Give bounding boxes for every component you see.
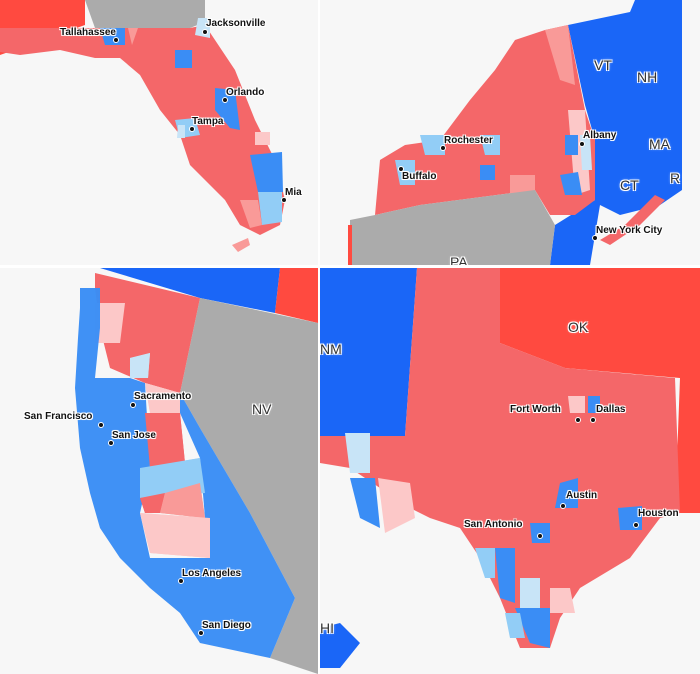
california-map	[75, 268, 318, 674]
city-label-jacksonville: Jacksonville	[206, 18, 266, 29]
city-dot-tampa	[189, 126, 195, 132]
state-label-pa: PA	[450, 254, 468, 265]
florida-map	[0, 0, 285, 252]
city-dot-fort-worth	[575, 417, 581, 423]
city-label-tallahassee: Tallahassee	[60, 27, 116, 38]
city-label-fort-worth: Fort Worth	[510, 404, 561, 415]
city-dot-rochester	[440, 145, 446, 151]
city-dot-sacramento	[130, 402, 136, 408]
state-label-ct: CT	[620, 177, 639, 193]
florida-map-panel: Tallahassee Jacksonville Orlando Tampa M…	[0, 0, 318, 265]
state-label-ma: MA	[649, 136, 670, 152]
city-dot-houston	[633, 522, 639, 528]
state-label-nm: NM	[320, 341, 342, 357]
state-label-nh: NH	[637, 69, 658, 85]
city-label-rochester: Rochester	[444, 135, 493, 146]
city-dot-miami	[281, 197, 287, 203]
city-dot-los-angeles	[178, 578, 184, 584]
city-label-austin: Austin	[566, 490, 598, 501]
city-dot-san-jose	[108, 440, 114, 446]
city-label-san-antonio: San Antonio	[464, 519, 523, 530]
city-label-san-jose: San Jose	[112, 430, 156, 441]
city-dot-buffalo	[398, 166, 404, 172]
city-label-miami: Mia	[285, 187, 302, 198]
city-dot-san-francisco	[98, 422, 104, 428]
new-york-map-panel: VT NH MA CT R PA Rochester Albany Buffal…	[320, 0, 700, 265]
city-dot-dallas	[590, 417, 596, 423]
city-label-san-diego: San Diego	[202, 620, 251, 631]
texas-map-panel: OK NM HI Fort Worth Dallas Austin San An…	[320, 268, 700, 674]
city-dot-albany	[579, 141, 585, 147]
city-label-tampa: Tampa	[192, 116, 224, 127]
city-label-sacramento: Sacramento	[134, 391, 192, 402]
city-label-albany: Albany	[583, 130, 617, 141]
state-label-vt: VT	[594, 57, 612, 73]
city-label-houston: Houston	[638, 508, 679, 519]
city-label-orlando: Orlando	[226, 87, 265, 98]
city-dot-tallahassee	[113, 37, 119, 43]
new-york-map	[348, 0, 682, 265]
city-label-san-francisco: San Francisco	[24, 411, 93, 422]
state-label-ri: R	[670, 170, 681, 186]
city-dot-orlando	[222, 97, 228, 103]
city-dot-san-antonio	[537, 533, 543, 539]
city-label-los-angeles: Los Angeles	[182, 568, 242, 579]
state-label-nv: NV	[252, 401, 272, 417]
city-dot-austin	[560, 503, 566, 509]
state-label-ok: OK	[568, 319, 589, 335]
city-dot-jacksonville	[202, 29, 208, 35]
california-map-panel: NV Sacramento San Francisco San Jose Los…	[0, 268, 318, 674]
city-label-buffalo: Buffalo	[402, 171, 437, 182]
state-label-hi: HI	[320, 620, 334, 636]
city-dot-new-york-city	[592, 235, 598, 241]
city-label-new-york-city: New York City	[596, 225, 663, 236]
city-dot-san-diego	[198, 630, 204, 636]
texas-map	[320, 268, 700, 668]
city-label-dallas: Dallas	[596, 404, 626, 415]
